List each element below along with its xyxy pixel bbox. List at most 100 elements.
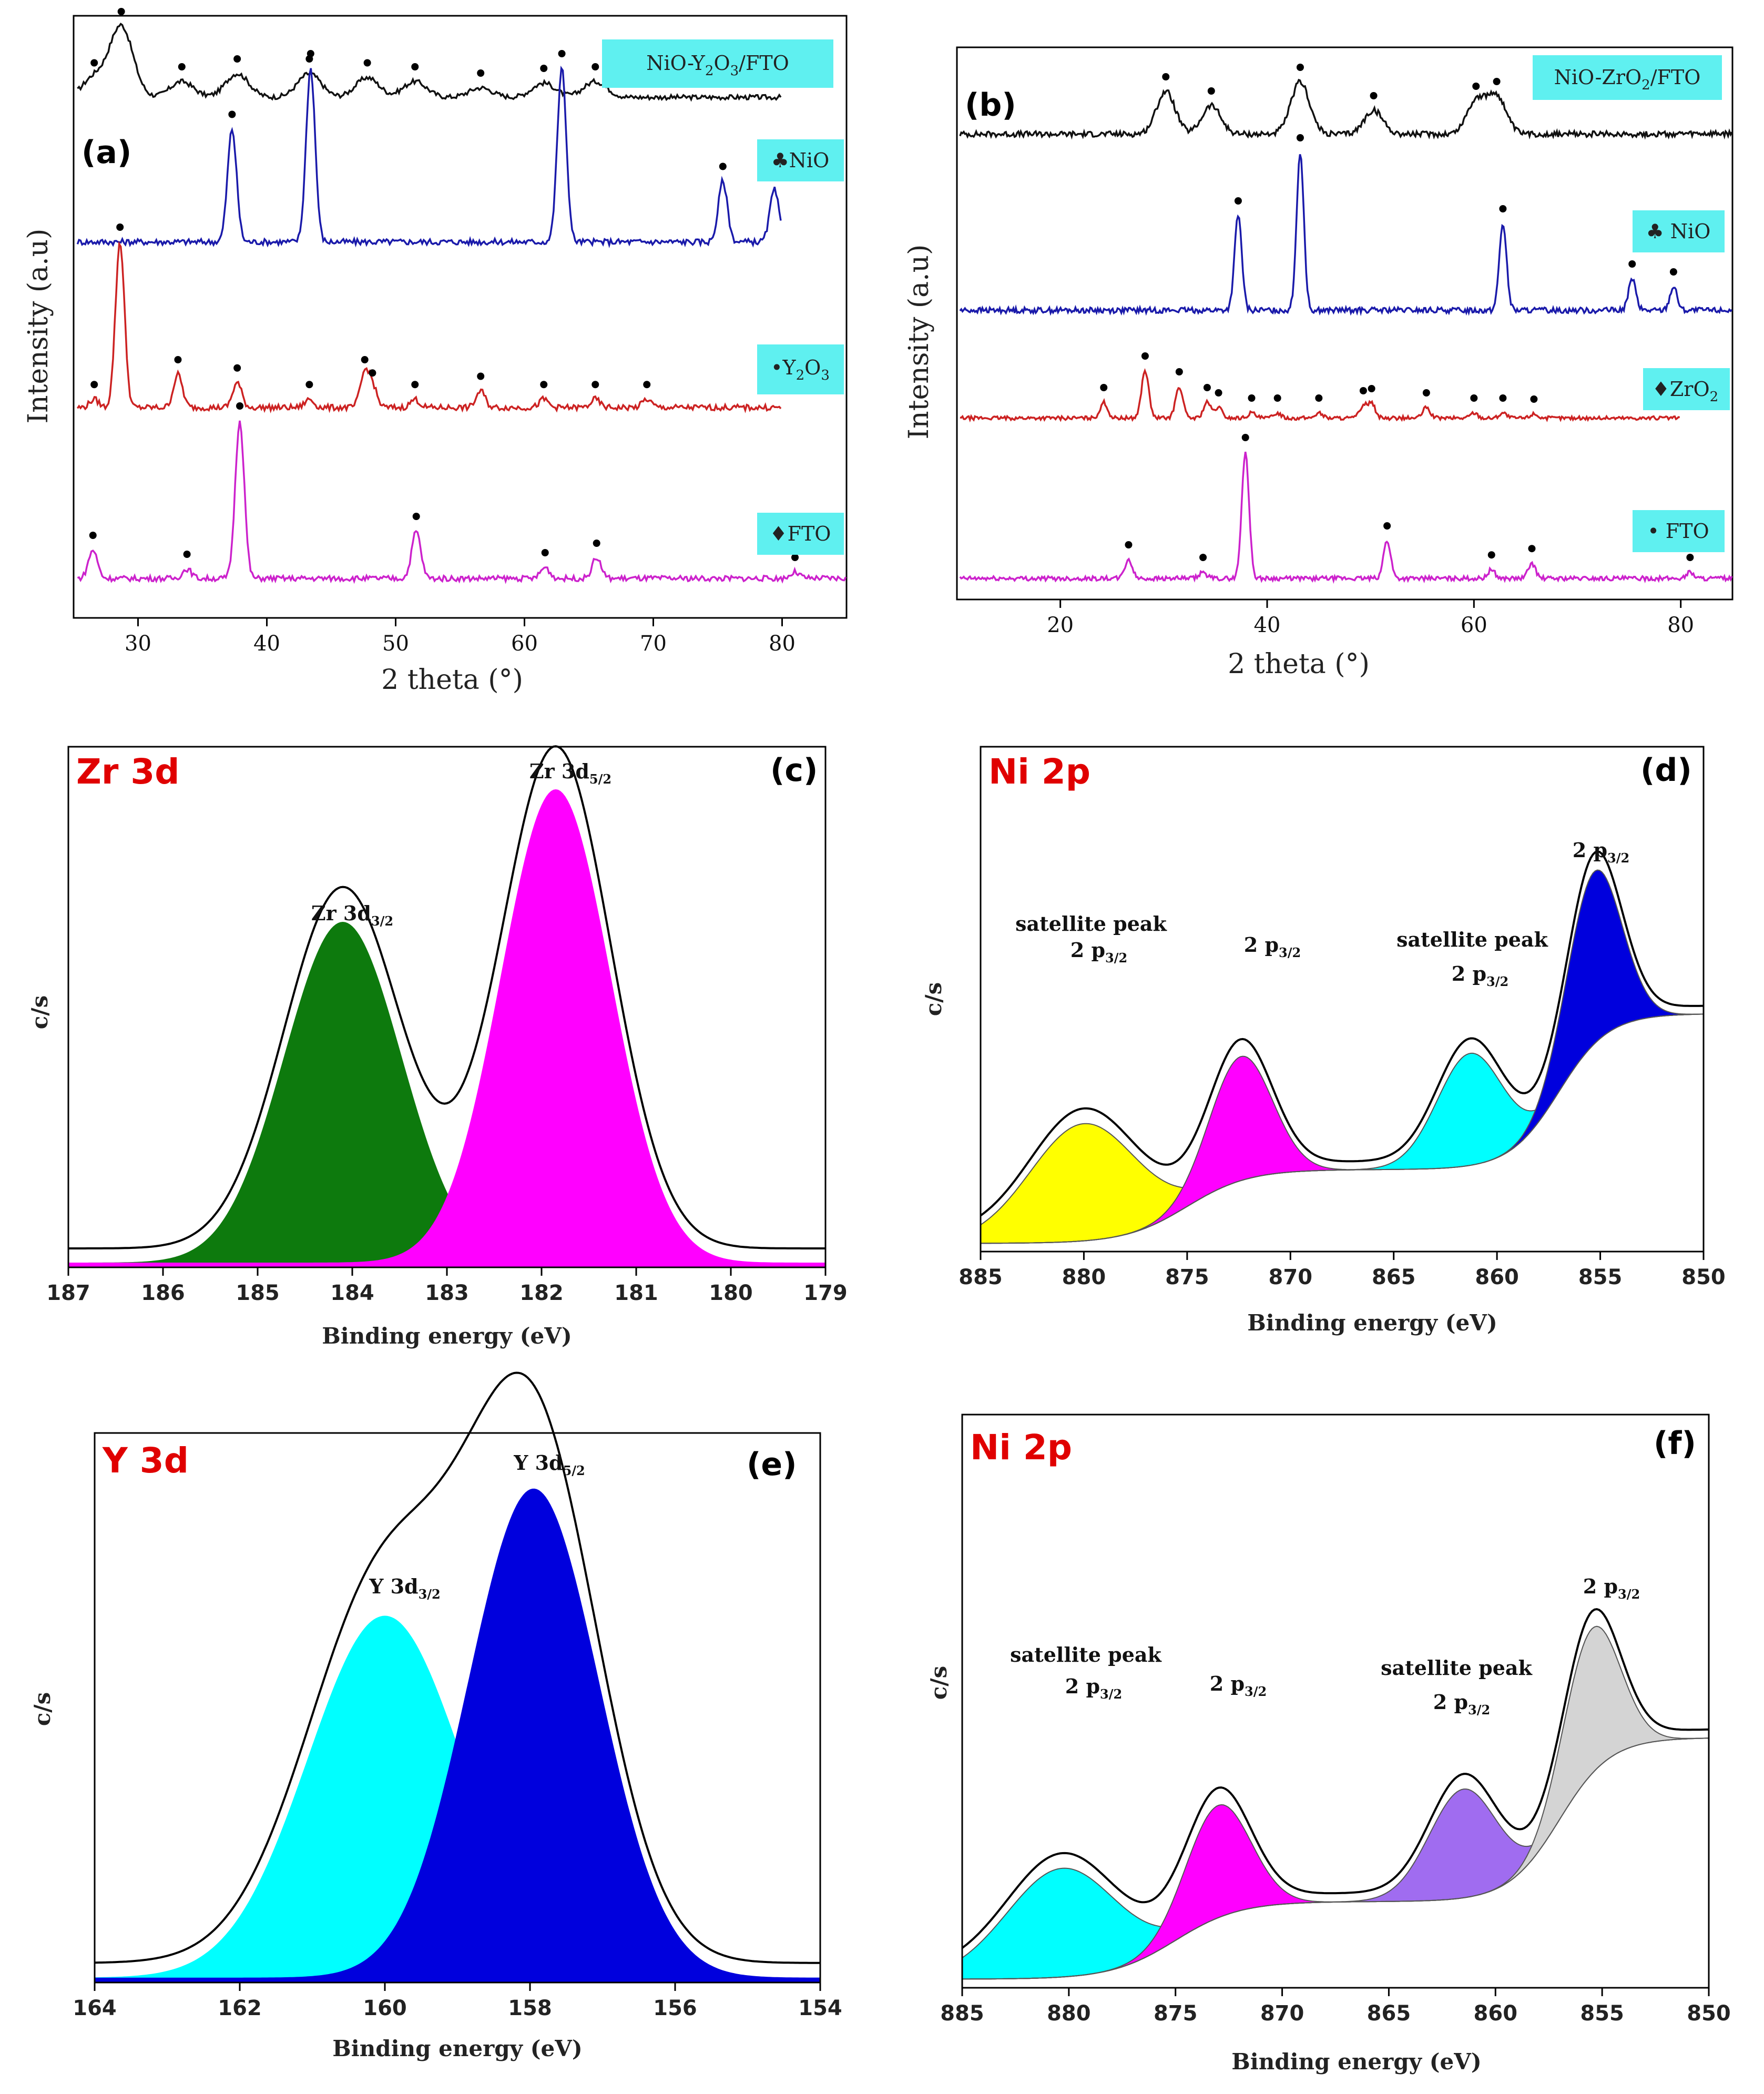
peak-marker-a-3-4 [541, 549, 549, 556]
panel-label-e: (e) [747, 1446, 797, 1483]
y-axis-label-b: Intensity (a.u) [903, 245, 935, 440]
x-axis-label-b: 2 theta (°) [1228, 648, 1370, 680]
peak-marker-b-2-4 [1215, 389, 1222, 397]
peak-label-f3b: 2 p3/2 [1433, 1690, 1490, 1717]
x-tick-label-f-7: 850 [1687, 2001, 1731, 2026]
x-tick-label-b-3: 80 [1667, 613, 1694, 637]
peak-marker-b-0-4 [1472, 83, 1480, 90]
plot-frame-c [67, 746, 827, 1268]
peak-marker-b-1-2 [1499, 205, 1507, 212]
peak-marker-b-3-5 [1528, 545, 1536, 553]
panel-label-f: (f) [1654, 1425, 1696, 1462]
peak-label-d2: 2 p3/2 [1244, 933, 1301, 960]
x-tick-label-f-4: 865 [1367, 2001, 1411, 2026]
x-tick-label-b-2: 60 [1461, 613, 1487, 637]
peak-label-d3b: 2 p3/2 [1452, 962, 1508, 989]
peak-marker-a-2-2 [174, 356, 182, 363]
x-axis-label-a: 2 theta (°) [381, 664, 523, 696]
peak-marker-a-3-2 [236, 402, 244, 410]
x-tick-label-d-2: 875 [1165, 1265, 1209, 1289]
x-tick-label-f-5: 860 [1474, 2001, 1518, 2026]
peak-marker-b-0-5 [1493, 78, 1501, 85]
legend-box-b2 [1633, 210, 1725, 252]
peak-marker-b-3-0 [1125, 541, 1133, 548]
legend-text-b3: ♦ZrO2 [1652, 378, 1718, 405]
peak-marker-a-2-10 [592, 381, 599, 389]
panel-c: 187 186 185 184 183 182 181 180 179 Zr 3d (c) Bi… [27, 745, 848, 1349]
xps-component-c-1 [68, 789, 825, 1267]
x-tick-label-e-3: 158 [508, 1996, 552, 2020]
panel-a: 30 40 50 60 70 80 2 theta (°) Intensity (a.u)… [23, 8, 848, 696]
x-tick-label-a-3: 60 [511, 632, 538, 656]
legend-text-a1: NiO-Y2O3/FTO [646, 52, 789, 79]
panel-e: 164 162 160 158 156 154 Y 3d (e) Binding ener… [29, 1371, 842, 2061]
peak-marker-a-1-3 [719, 162, 727, 170]
x-tick-label-c-7: 180 [709, 1281, 753, 1305]
x-tick-label-c-3: 184 [330, 1281, 374, 1305]
peak-marker-a-2-0 [90, 381, 98, 389]
xps-envelope-d [980, 850, 1704, 1217]
peak-label-e1: Y 3d3/2 [369, 1574, 441, 1602]
x-axis-label-e: Binding energy (eV) [332, 2036, 582, 2061]
legend-box-b4 [1633, 510, 1725, 552]
peak-marker-a-2-8 [477, 372, 485, 380]
chart-title-f: Ni 2p [970, 1427, 1072, 1468]
panel-label-c: (c) [770, 752, 818, 789]
xrd-trace-b-1 [959, 154, 1733, 317]
xps-components-e [94, 1371, 820, 1983]
plot-frame-e [94, 1432, 821, 1984]
peak-marker-b-2-9 [1368, 385, 1375, 392]
x-tick-label-c-4: 183 [425, 1281, 469, 1305]
peak-marker-a-3-1 [183, 551, 191, 558]
chart-title-d: Ni 2p [988, 751, 1090, 792]
xrd-trace-b-3 [959, 451, 1733, 584]
x-tick-label-c-6: 181 [614, 1281, 658, 1305]
plot-frame-b [956, 46, 1734, 601]
peak-marker-b-2-5 [1248, 394, 1256, 402]
x-tick-label-d-3: 870 [1269, 1265, 1313, 1289]
xps-envelope-f [961, 1608, 1709, 1949]
peak-marker-a-3-3 [412, 513, 420, 520]
legend-box-b3 [1643, 368, 1730, 410]
peak-marker-a-0-7 [477, 69, 485, 77]
peak-marker-a-0-9 [592, 63, 599, 70]
x-ticks-e: 164 162 160 158 156 154 [73, 1983, 842, 2020]
xrd-trace-a-1 [76, 65, 782, 249]
peak-marker-a-2-5 [361, 356, 369, 363]
xps-component-f-0 [962, 1737, 1709, 1980]
peak-marker-b-2-6 [1273, 394, 1281, 402]
x-tick-label-a-2: 50 [382, 632, 409, 656]
x-tick-label-d-0: 885 [959, 1265, 1003, 1289]
xps-component-d-0 [980, 1013, 1704, 1244]
x-tick-label-f-3: 870 [1260, 2001, 1304, 2026]
y-axis-label-a: Intensity (a.u) [23, 229, 54, 424]
peak-marker-a-0-5 [363, 59, 371, 67]
x-tick-label-e-0: 164 [73, 1996, 117, 2020]
xps-envelope-c [68, 745, 825, 1249]
x-tick-label-a-1: 40 [253, 632, 280, 656]
xrd-trace-a-0 [77, 23, 782, 102]
peak-marker-a-0-1 [117, 8, 125, 15]
peak-marker-a-0-2 [178, 63, 186, 70]
peak-marker-a-2-4 [305, 381, 313, 389]
panel-b: 20 40 60 80 2 theta (°) Intensity (a.u) (b)… [903, 46, 1734, 680]
x-tick-label-d-4: 865 [1372, 1265, 1416, 1289]
xps-components-d [980, 850, 1704, 1244]
x-tick-label-a-4: 70 [640, 632, 667, 656]
x-tick-label-e-1: 162 [218, 1996, 262, 2020]
x-tick-label-d-7: 850 [1681, 1265, 1726, 1289]
x-ticks-f: 885 880 875 870 865 860 855 850 [940, 1988, 1731, 2026]
peak-marker-b-2-7 [1315, 394, 1323, 402]
panel-label-b: (b) [965, 87, 1016, 124]
peak-label-d1b: 2 p3/2 [1070, 938, 1127, 965]
peak-marker-a-1-0 [228, 110, 236, 118]
plot-frame-f [961, 1414, 1710, 1989]
x-tick-label-c-1: 186 [141, 1281, 185, 1305]
panel-label-d: (d) [1640, 752, 1692, 789]
y-axis-label-d: c/s [921, 982, 946, 1016]
peak-marker-b-3-4 [1487, 551, 1495, 559]
peak-marker-a-0-6 [411, 63, 419, 70]
legend-box-a2 [757, 139, 844, 181]
legend-box-a1 [602, 39, 833, 88]
peak-marker-a-2-7 [411, 381, 419, 389]
